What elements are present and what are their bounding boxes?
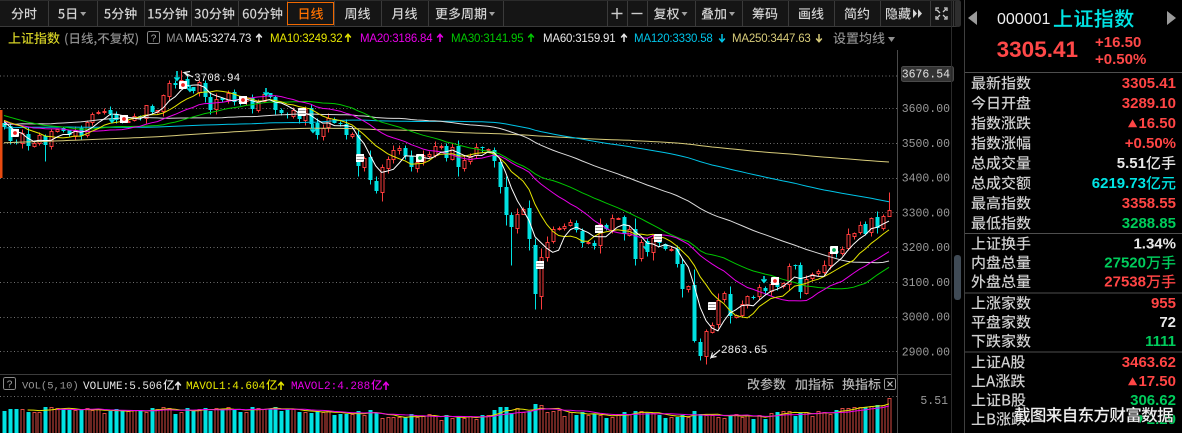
svg-text:27538: 27538 — [1104, 274, 1146, 291]
svg-text:5.51: 5.51 — [920, 395, 948, 408]
svg-text:955: 955 — [1151, 295, 1176, 312]
svg-text:3289.10: 3289.10 — [1122, 95, 1176, 112]
svg-text:MA30:3141.95: MA30:3141.95 — [451, 33, 523, 45]
svg-text:3305.41: 3305.41 — [997, 37, 1078, 62]
svg-text:2900.00: 2900.00 — [902, 346, 950, 359]
svg-text:3600.00: 3600.00 — [902, 103, 950, 116]
svg-text:000001: 000001 — [997, 11, 1050, 28]
svg-text:5.51: 5.51 — [1117, 155, 1146, 172]
svg-text:17.50: 17.50 — [1138, 373, 1176, 390]
svg-text:?: ? — [151, 34, 157, 45]
svg-text:27520: 27520 — [1104, 255, 1146, 272]
svg-text:3000.00: 3000.00 — [902, 312, 950, 325]
svg-text:3305.41: 3305.41 — [1122, 75, 1176, 92]
svg-text:3676.54: 3676.54 — [902, 69, 950, 82]
svg-text:3200.00: 3200.00 — [902, 242, 950, 255]
svg-text:MA20:3186.84: MA20:3186.84 — [360, 33, 433, 45]
svg-text:+16.50: +16.50 — [1095, 34, 1141, 51]
svg-text:1111: 1111 — [1145, 333, 1176, 350]
svg-text:MA5:3274.73: MA5:3274.73 — [185, 33, 251, 45]
svg-text:MA250:3447.63: MA250:3447.63 — [732, 33, 811, 45]
svg-text:16.50: 16.50 — [1138, 115, 1176, 132]
svg-text:MA60:3159.91: MA60:3159.91 — [543, 33, 615, 45]
svg-text:MA: MA — [166, 33, 183, 45]
svg-text:3463.62: 3463.62 — [1122, 354, 1176, 371]
svg-text:MAVOL2:4.288: MAVOL2:4.288 — [291, 381, 370, 393]
svg-text:6219.73: 6219.73 — [1092, 175, 1146, 192]
svg-text:3100.00: 3100.00 — [902, 277, 950, 290]
svg-text:3300.00: 3300.00 — [902, 207, 950, 220]
svg-text:+0.50%: +0.50% — [1125, 135, 1176, 152]
svg-text:3708.94: 3708.94 — [194, 73, 241, 85]
svg-text:MA10:3249.32: MA10:3249.32 — [270, 33, 342, 45]
svg-text:72: 72 — [1159, 314, 1176, 331]
svg-text:+0.50%: +0.50% — [1095, 51, 1146, 68]
svg-text:VOL(5,10): VOL(5,10) — [22, 381, 79, 393]
svg-text:?: ? — [7, 380, 13, 391]
svg-text:2863.65: 2863.65 — [721, 345, 767, 357]
svg-text:VOLUME:5.506: VOLUME:5.506 — [83, 381, 162, 393]
svg-text:MA120:3330.58: MA120:3330.58 — [634, 33, 713, 45]
svg-text:3358.55: 3358.55 — [1122, 195, 1176, 212]
svg-text:306.62: 306.62 — [1130, 392, 1176, 409]
svg-text:MAVOL1:4.604: MAVOL1:4.604 — [186, 381, 266, 393]
svg-text:3288.85: 3288.85 — [1122, 215, 1176, 232]
svg-text:1.34%: 1.34% — [1133, 236, 1176, 253]
svg-text:3500.00: 3500.00 — [902, 138, 950, 151]
svg-text:3400.00: 3400.00 — [902, 173, 950, 186]
